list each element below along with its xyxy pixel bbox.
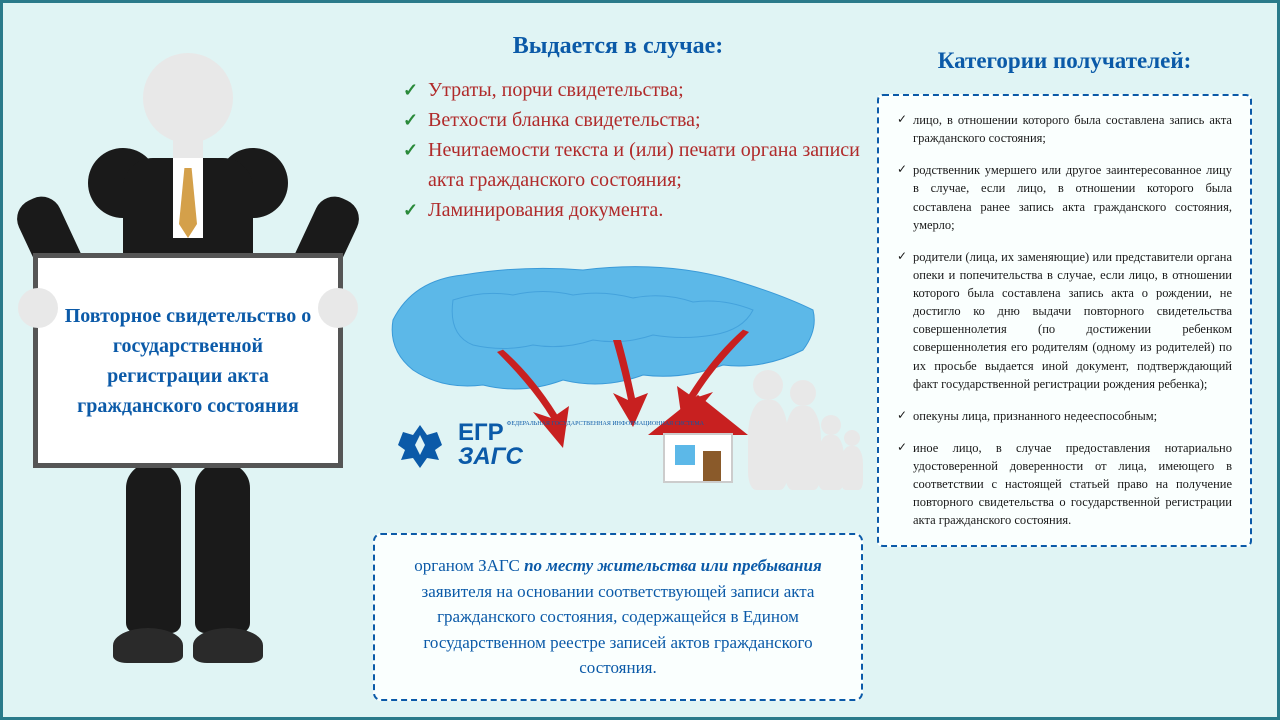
egr-line2: ЗАГС bbox=[458, 445, 704, 469]
reason-item: ✓Ламинирования документа. bbox=[403, 195, 863, 225]
category-item: ✓родители (лица, их заменяющие) или пред… bbox=[897, 248, 1232, 393]
category-item: ✓родственник умершего или другое заинтер… bbox=[897, 161, 1232, 234]
main-title: Повторное свидетельство о государственно… bbox=[53, 301, 323, 421]
left-column: Повторное свидетельство о государственно… bbox=[23, 43, 353, 693]
check-icon: ✓ bbox=[403, 77, 418, 104]
check-icon: ✓ bbox=[403, 107, 418, 134]
family-icon bbox=[743, 360, 863, 490]
reason-item: ✓Ветхости бланка свидетельства; bbox=[403, 105, 863, 135]
emblem-icon bbox=[393, 420, 448, 470]
check-icon: ✓ bbox=[403, 197, 418, 224]
figure-person-suit: Повторное свидетельство о государственно… bbox=[23, 43, 353, 693]
map-illustration: ЕГРФЕДЕРАЛЬНАЯ ГОСУДАРСТВЕННАЯ ИНФОРМАЦИ… bbox=[373, 240, 863, 490]
check-icon: ✓ bbox=[897, 407, 907, 424]
categories-box: ✓лицо, в отношении которого была составл… bbox=[877, 94, 1252, 547]
category-item: ✓иное лицо, в случае предоставления нота… bbox=[897, 439, 1232, 530]
reasons-list: ✓Утраты, порчи свидетельства; ✓Ветхости … bbox=[403, 75, 863, 225]
check-icon: ✓ bbox=[897, 161, 907, 178]
category-item: ✓опекуны лица, признанного недееспособны… bbox=[897, 407, 1232, 425]
category-item: ✓лицо, в отношении которого была составл… bbox=[897, 111, 1232, 147]
info-text: органом ЗАГС по месту жительства или пре… bbox=[395, 553, 841, 681]
check-icon: ✓ bbox=[403, 137, 418, 164]
egr-line1: ЕГР bbox=[458, 419, 504, 446]
reason-item: ✓Нечитаемости текста и (или) печати орга… bbox=[403, 135, 863, 195]
title-board: Повторное свидетельство о государственно… bbox=[33, 253, 343, 468]
egr-subtitle: ФЕДЕРАЛЬНАЯ ГОСУДАРСТВЕННАЯ ИНФОРМАЦИОНН… bbox=[507, 421, 704, 427]
check-icon: ✓ bbox=[897, 111, 907, 128]
info-box: органом ЗАГС по месту жительства или пре… bbox=[373, 533, 863, 701]
egr-zags-logo: ЕГРФЕДЕРАЛЬНАЯ ГОСУДАРСТВЕННАЯ ИНФОРМАЦИ… bbox=[393, 420, 704, 470]
issued-title: Выдается в случае: bbox=[373, 33, 863, 60]
check-icon: ✓ bbox=[897, 248, 907, 265]
check-icon: ✓ bbox=[897, 439, 907, 456]
right-column: Категории получателей: ✓лицо, в отношени… bbox=[877, 48, 1252, 547]
reason-item: ✓Утраты, порчи свидетельства; bbox=[403, 75, 863, 105]
categories-title: Категории получателей: bbox=[877, 48, 1252, 74]
middle-column: Выдается в случае: ✓Утраты, порчи свидет… bbox=[373, 33, 863, 490]
